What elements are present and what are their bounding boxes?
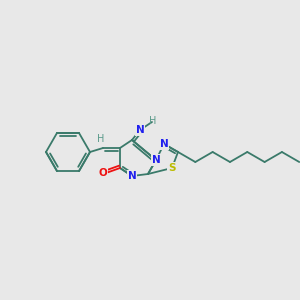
Text: H: H (149, 116, 157, 126)
Text: N: N (152, 155, 160, 165)
Text: N: N (128, 171, 136, 181)
Text: N: N (160, 139, 168, 149)
Text: S: S (168, 163, 176, 173)
Text: O: O (99, 168, 107, 178)
Text: H: H (97, 134, 105, 144)
Text: N: N (136, 125, 144, 135)
